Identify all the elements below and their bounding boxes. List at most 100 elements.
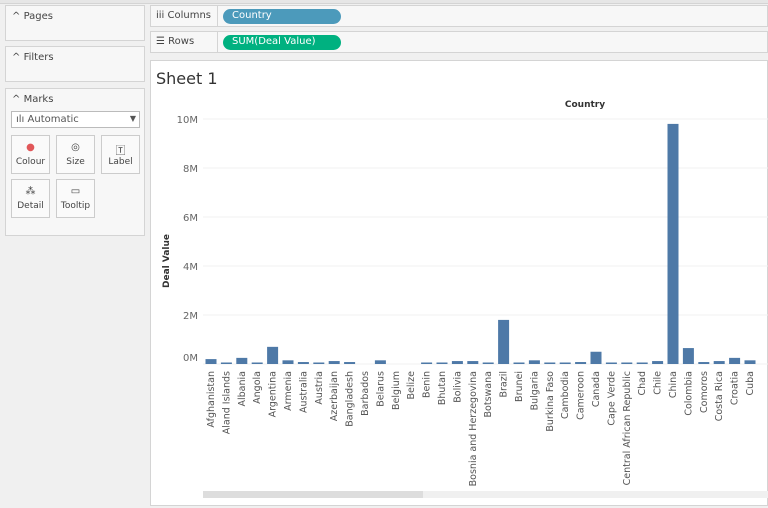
x-tick-label: Botswana — [483, 371, 494, 417]
x-tick-label: Canada — [591, 371, 602, 407]
rows-shelf[interactable]: ☰ Rows SUM(Deal Value) — [150, 31, 768, 53]
colour-label: Colour — [15, 157, 46, 167]
bar-angola — [251, 362, 263, 364]
tooltip-label: Tooltip — [60, 201, 91, 211]
bar-china — [667, 123, 679, 365]
x-tick-label: Belgium — [391, 371, 402, 410]
bar-chart: Country Deal Value 0M 2M 4M 6M 8M 10M Afghanista… — [162, 100, 768, 486]
bar-austria — [313, 362, 325, 364]
x-tick-label: Aland Islands — [221, 371, 232, 434]
rows-shelf-label: ☰ Rows — [156, 36, 194, 47]
bar-burkina-faso — [544, 362, 556, 364]
bar-bhutan — [436, 362, 448, 364]
x-tick-label: Bolivia — [452, 371, 463, 403]
bar-belarus — [374, 360, 386, 364]
detail-icon: ⁂ — [25, 186, 36, 197]
x-tick-label: Bosnia and Herzegovina — [468, 371, 479, 486]
x-tick-label: Bulgaria — [529, 371, 540, 410]
x-tick-label: Benin — [422, 371, 433, 398]
size-button[interactable]: ◎ Size — [56, 135, 95, 174]
y-tick-label: 6M — [183, 213, 198, 224]
rows-icon: ☰ — [156, 36, 169, 47]
filters-header[interactable]: ^ Filters — [6, 47, 144, 68]
x-tick-label: Belize — [406, 371, 417, 400]
bar-aland-islands — [220, 362, 232, 364]
collapse-icon[interactable]: ^ — [12, 52, 24, 63]
bar-canada — [590, 351, 602, 364]
toolbar-strip — [0, 0, 768, 4]
x-tick-label: Central African Republic — [622, 371, 633, 485]
sheet-view: Sheet 1 Country Deal Value 0M 2M 4M 6M 8M 10M Af… — [150, 60, 768, 506]
bar-colombia — [682, 348, 694, 364]
pages-label: Pages — [23, 11, 53, 22]
collapse-icon[interactable]: ^ — [12, 11, 24, 22]
y-axis-label: Deal Value — [162, 234, 172, 288]
sum-deal-value-pill[interactable]: SUM(Deal Value) — [223, 35, 341, 50]
rows-label: Rows — [168, 36, 195, 47]
bar-croatia — [729, 357, 741, 364]
x-tick-label: Azerbaijan — [329, 371, 340, 421]
x-tick-label: Chad — [637, 371, 648, 396]
bar-bangladesh — [344, 362, 356, 364]
bar-chart-icon: ılı — [16, 114, 28, 125]
tooltip-icon: ▭ — [70, 186, 81, 197]
x-tick-label: Angola — [252, 371, 263, 404]
x-tick-label: Bhutan — [437, 371, 448, 405]
bar-cameroon — [575, 362, 587, 364]
bar-brazil — [498, 319, 510, 364]
bar-albania — [236, 357, 248, 364]
marks-label: Marks — [23, 94, 54, 105]
x-tick-label: Argentina — [268, 371, 279, 417]
bar-benin — [421, 362, 433, 364]
mark-type-dropdown[interactable]: ılı Automatic ▼ — [11, 111, 140, 128]
x-tick-label: Bangladesh — [345, 371, 356, 427]
x-tick-label: Barbados — [360, 371, 371, 416]
horizontal-scrollbar[interactable] — [203, 491, 768, 498]
x-tick-label: Brunei — [514, 371, 525, 402]
y-tick-label: 0M — [183, 353, 198, 364]
x-tick-label: Costa Rica — [714, 371, 725, 421]
x-tick-label: Colombia — [683, 371, 694, 416]
columns-label: Columns — [167, 10, 212, 21]
bar-argentina — [267, 346, 279, 364]
bar-costa-rica — [713, 361, 725, 364]
chevron-down-icon: ▼ — [129, 114, 136, 123]
marks-header[interactable]: ^ Marks — [6, 89, 144, 110]
bar-armenia — [282, 360, 294, 364]
filters-label: Filters — [23, 52, 54, 63]
detail-button[interactable]: ⁂ Detail — [11, 179, 50, 218]
divider — [217, 6, 218, 26]
pages-card: ^ Pages — [5, 5, 145, 41]
scrollbar-thumb[interactable] — [203, 491, 423, 498]
bar-azerbaijan — [328, 361, 340, 364]
x-tick-label: Cuba — [745, 371, 756, 396]
y-tick-label: 10M — [177, 115, 198, 126]
country-pill[interactable]: Country — [223, 9, 341, 24]
columns-shelf-label: iii Columns — [156, 10, 211, 21]
detail-label: Detail — [17, 201, 44, 211]
x-tick-label: Chile — [653, 371, 664, 395]
colour-button[interactable]: ● Colour — [11, 135, 50, 174]
y-tick-label: 2M — [183, 311, 198, 322]
collapse-icon[interactable]: ^ — [12, 94, 24, 105]
x-tick-label: Croatia — [730, 371, 741, 405]
x-tick-label: Brazil — [499, 371, 510, 398]
bar-bosnia-and-herzegovina — [467, 361, 479, 364]
x-tick-label: Albania — [237, 371, 248, 406]
bar-chile — [652, 361, 664, 364]
bar-comoros — [698, 362, 710, 364]
mark-type-value: Automatic — [27, 114, 79, 125]
x-tick-label: Belarus — [375, 371, 386, 407]
bar-bulgaria — [528, 360, 540, 364]
filters-card[interactable]: ^ Filters — [5, 46, 145, 82]
tooltip-button[interactable]: ▭ Tooltip — [56, 179, 95, 218]
pages-header[interactable]: ^ Pages — [6, 6, 144, 27]
columns-shelf[interactable]: iii Columns Country — [150, 5, 768, 27]
x-tick-label: Austria — [314, 371, 325, 405]
chart-title: Country — [565, 100, 605, 110]
size-label: Size — [66, 157, 85, 167]
x-tick-label: Cameroon — [576, 371, 587, 420]
label-button[interactable]: 🅃 Label — [101, 135, 140, 174]
bar-cambodia — [559, 362, 571, 364]
label-label: Label — [108, 157, 133, 167]
